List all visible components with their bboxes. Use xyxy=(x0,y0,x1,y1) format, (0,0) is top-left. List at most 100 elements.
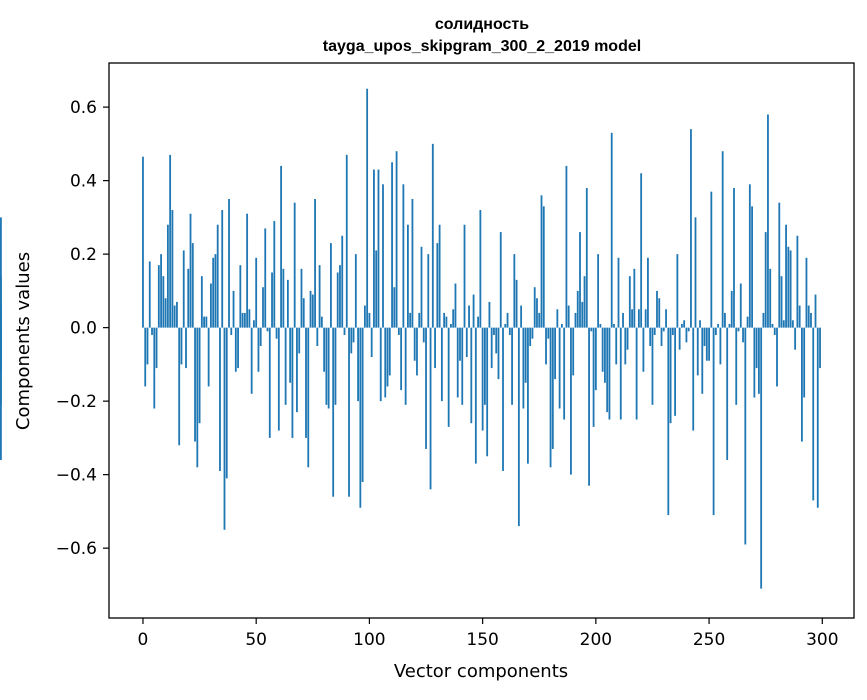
bar-component-126 xyxy=(427,254,430,328)
bar-component-210 xyxy=(617,257,620,328)
bar-component-21 xyxy=(189,213,192,328)
bar-component-18 xyxy=(182,250,185,328)
bar-component-88 xyxy=(341,235,344,328)
bar-component-51 xyxy=(257,327,260,372)
bar-component-134 xyxy=(445,316,448,328)
bar-component-160 xyxy=(504,323,507,328)
bars-layer xyxy=(0,88,821,589)
bar-component-216 xyxy=(631,309,633,328)
bar-component-239 xyxy=(683,320,686,328)
bar-component-23 xyxy=(194,327,196,442)
bar-component-202 xyxy=(599,323,602,328)
bar-component-182 xyxy=(554,327,556,380)
bar-component-93 xyxy=(352,327,355,343)
bar-component-165 xyxy=(515,279,518,328)
bar-component-292 xyxy=(803,327,806,398)
bar-component-250 xyxy=(708,327,710,361)
bar-component-208 xyxy=(613,323,615,328)
bar-component-119 xyxy=(411,198,414,328)
bar-component-263 xyxy=(737,327,740,332)
bar-component-158 xyxy=(499,232,502,328)
bar-component-63 xyxy=(284,327,287,405)
bar-component-72 xyxy=(305,327,307,438)
bar-component-76 xyxy=(314,198,316,328)
chart-title: солидность xyxy=(435,16,529,33)
bar-component-61 xyxy=(280,165,282,328)
bar-component-113 xyxy=(397,327,400,335)
bar-component-252 xyxy=(712,327,715,516)
bar-component-232 xyxy=(667,327,670,516)
bar-component-120 xyxy=(413,327,416,361)
bar-component-4 xyxy=(151,327,153,335)
bar-component-242 xyxy=(690,129,692,328)
plot-area-frame xyxy=(108,62,855,619)
bar-component-90 xyxy=(345,154,348,328)
bar-component-288 xyxy=(794,327,797,350)
bar-component-127 xyxy=(429,327,432,490)
bar-component-141 xyxy=(461,327,464,405)
bar-component-59 xyxy=(275,327,278,339)
bar-component-291 xyxy=(801,327,803,442)
bar-component-29 xyxy=(207,327,210,387)
bar-component-287 xyxy=(791,320,794,328)
x-axis-label: Vector components xyxy=(394,661,568,682)
bar-component-283 xyxy=(782,320,785,328)
bar-component-233 xyxy=(669,327,672,424)
bar-component-151 xyxy=(483,327,486,405)
bar-component-128 xyxy=(431,143,434,328)
bar-component-36 xyxy=(223,327,226,530)
bar-component-293 xyxy=(805,257,808,328)
bar-component-122 xyxy=(418,312,421,328)
bar-component-167 xyxy=(520,305,523,328)
bar-component-228 xyxy=(658,298,661,328)
bar-component-297 xyxy=(814,294,817,328)
bar-component-243 xyxy=(692,327,695,431)
ticks-layer: 0 50 100 150 200 250 300 −0.6 −0.4 −0.2 0.0 0.2 0.4 0… xyxy=(56,98,839,650)
bar-component-177 xyxy=(542,206,545,328)
bar-component-11 xyxy=(166,224,169,328)
bar-component-241 xyxy=(687,327,690,332)
bar-component-92 xyxy=(350,327,353,354)
bar-component-80 xyxy=(323,327,326,372)
bar-component-147 xyxy=(474,327,477,464)
bar-component-180 xyxy=(549,327,552,468)
bar-component-64 xyxy=(286,279,289,328)
bar-component-236 xyxy=(676,254,679,328)
bar-component-83 xyxy=(330,243,332,328)
bar-component-73 xyxy=(307,327,310,468)
bar-component-204 xyxy=(604,327,606,383)
bar-component-223 xyxy=(647,257,649,328)
chart-subtitle: tayga_upos_skipgram_300_2_2019 model xyxy=(323,38,641,55)
bar-component-0 xyxy=(142,156,144,328)
bar-component-211 xyxy=(619,327,622,420)
bar-component-52 xyxy=(259,327,262,347)
bar-component-178 xyxy=(545,327,547,365)
bar-component-296 xyxy=(812,327,815,501)
y-tick-label: −0.2 xyxy=(56,392,97,412)
bar-component-290 xyxy=(798,305,801,328)
bar-component-194 xyxy=(581,301,584,328)
bar-component-196 xyxy=(585,187,588,328)
bar-component-undefined xyxy=(0,327,2,372)
bar-component-227 xyxy=(656,290,658,328)
bar-component-146 xyxy=(472,294,475,328)
bar-component-219 xyxy=(637,309,640,328)
bar-component-110 xyxy=(391,162,393,328)
y-tick-label: 0.2 xyxy=(70,245,97,265)
bar-component-6 xyxy=(155,327,158,369)
bar-component-16 xyxy=(178,327,181,446)
bar-component-57 xyxy=(271,272,273,328)
bar-component-179 xyxy=(547,327,550,339)
bar-component-152 xyxy=(486,327,489,457)
bar-component-3 xyxy=(148,261,151,328)
bar-component-162 xyxy=(508,327,511,335)
bar-component-129 xyxy=(434,327,436,369)
bar-component-107 xyxy=(384,327,387,398)
bar-component-298 xyxy=(816,327,819,508)
bar-component-31 xyxy=(212,257,215,328)
bar-component-79 xyxy=(320,316,323,328)
bar-component-98 xyxy=(363,305,366,328)
bar-component-282 xyxy=(780,276,783,328)
bar-component-undefined xyxy=(0,327,2,460)
bar-component-184 xyxy=(558,327,561,409)
